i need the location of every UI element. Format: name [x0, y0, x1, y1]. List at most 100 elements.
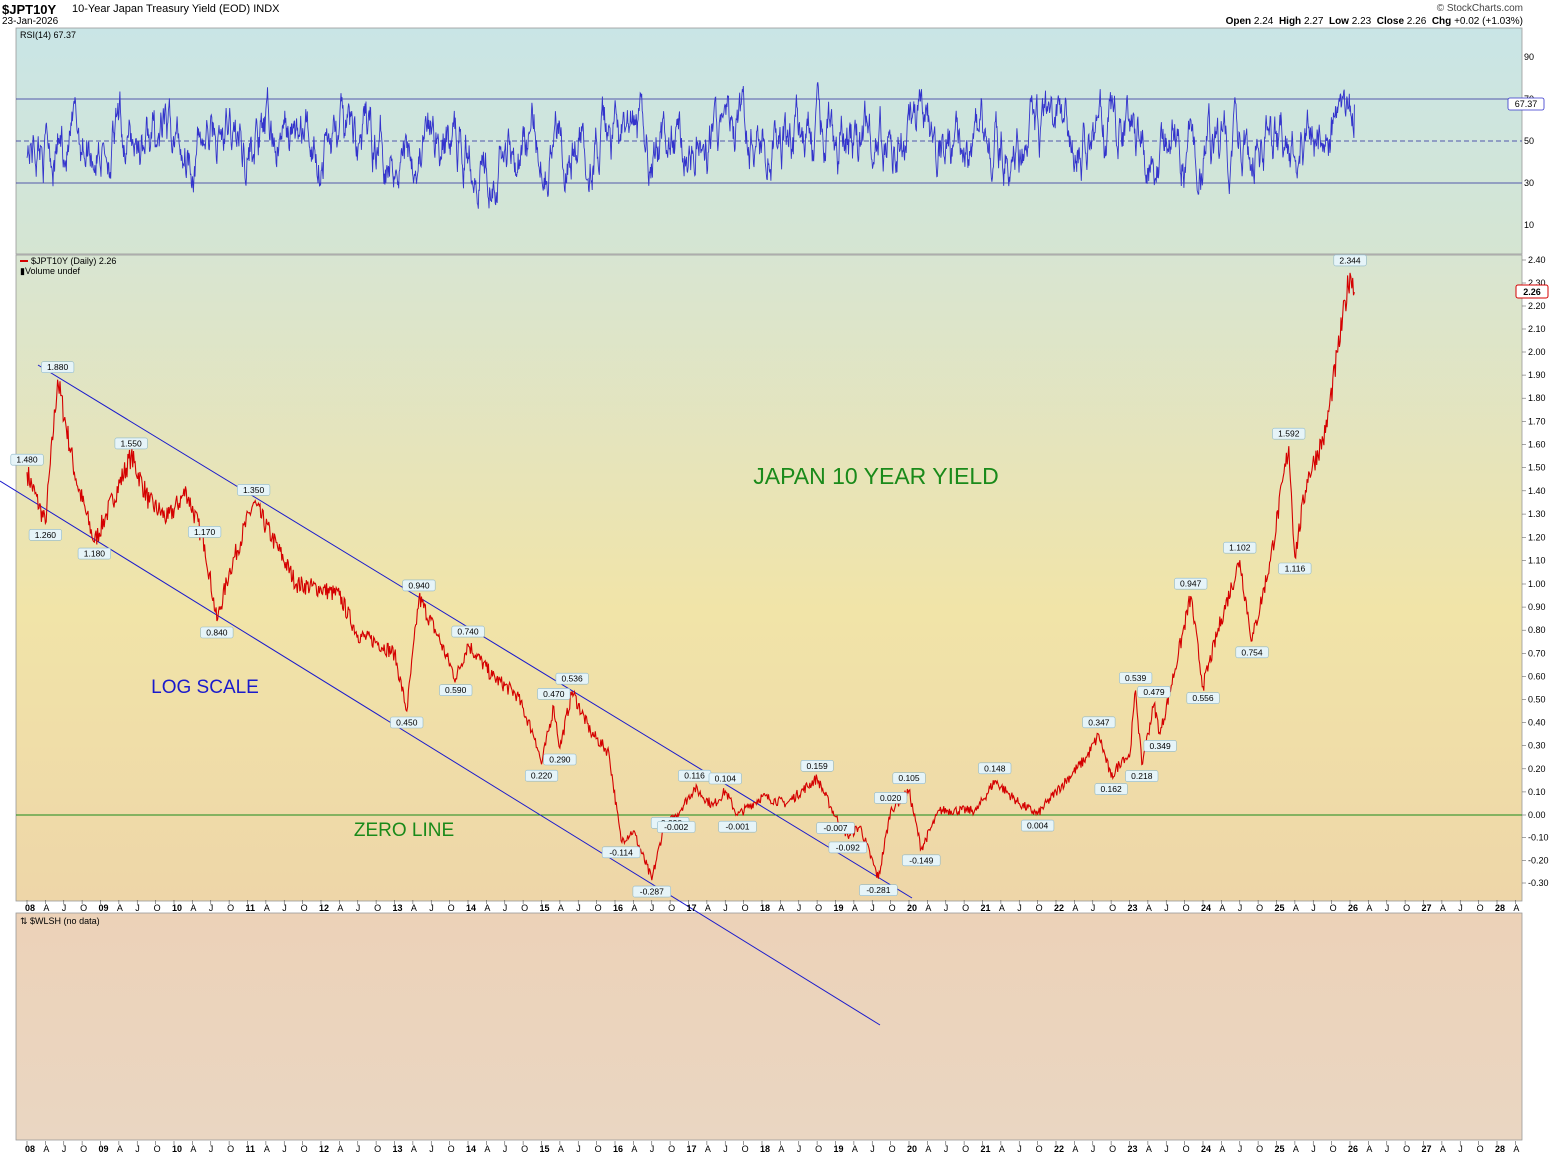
x-tick-label: 11: [246, 1144, 256, 1154]
price-label: 0.162: [1094, 783, 1128, 795]
price-label: 0.556: [1186, 692, 1220, 704]
x-tick-label: O: [1109, 903, 1116, 913]
price-label: 2.344: [1333, 254, 1367, 267]
price-label: 0.754: [1235, 646, 1269, 659]
x-tick-label: J: [209, 903, 214, 913]
x-tick-label: J: [1017, 903, 1022, 913]
x-axis-middle: 08 A J O 09 A J O 10 A J O 11 A J O 12 A J O 13 A J O 14 A J O 15 A J O…: [25, 900, 1519, 913]
x-tick-label: A: [925, 1144, 931, 1154]
x-tick-label: 27: [1422, 1144, 1432, 1154]
price-tick-label: 2.20: [1528, 301, 1546, 311]
x-tick-label: 13: [393, 1144, 403, 1154]
x-tick-label: A: [1366, 1144, 1372, 1154]
x-tick-label: J: [429, 903, 434, 913]
x-tick-label: A: [190, 903, 196, 913]
x-tick-label: A: [484, 903, 490, 913]
price-label-text: -0.149: [909, 855, 933, 865]
x-tick-label: O: [1183, 903, 1190, 913]
price-label: 1.170: [188, 526, 222, 538]
price-label-text: 1.880: [47, 362, 69, 372]
x-tick-label: J: [1385, 903, 1390, 913]
x-tick-label: A: [117, 1144, 123, 1154]
open-label: Open: [1225, 16, 1252, 27]
price-label-text: 0.105: [898, 773, 920, 783]
price-label-text: 0.148: [984, 763, 1006, 773]
x-tick-label: O: [80, 903, 87, 913]
x-tick-label: 19: [834, 903, 844, 913]
price-label-text: -0.001: [725, 822, 749, 832]
stockcharts-logo[interactable]: © StockCharts.com: [1436, 3, 1523, 14]
x-tick-label: J: [209, 1144, 214, 1154]
x-tick-label: O: [1256, 1144, 1263, 1154]
x-tick-label: 09: [99, 903, 109, 913]
low-value: 2.23: [1351, 16, 1372, 27]
x-tick-label: O: [80, 1144, 87, 1154]
x-tick-label: 21: [981, 903, 991, 913]
x-tick-label: A: [1072, 903, 1078, 913]
price-label: 0.470: [537, 688, 571, 700]
x-axis-bottom: 08 A J O 09 A J O 10 A J O 11 A J O 12 A J O 13 A J O 14 A J O 15 A J O…: [25, 1141, 1519, 1154]
price-label: 0.290: [543, 753, 577, 766]
price-label-text: 1.550: [120, 438, 142, 448]
x-tick-label: J: [135, 1144, 140, 1154]
x-tick-label: A: [558, 1144, 564, 1154]
price-panel: [15, 254, 1523, 902]
price-label-text: -0.281: [866, 885, 890, 895]
x-tick-label: 19: [834, 1144, 844, 1154]
x-tick-label: O: [1403, 1144, 1410, 1154]
x-tick-label: A: [778, 1144, 784, 1154]
x-tick-label: O: [227, 1144, 234, 1154]
price-label-text: 0.940: [408, 580, 430, 590]
x-tick-label: J: [1458, 903, 1463, 913]
x-tick-label: O: [815, 1144, 822, 1154]
x-tick-label: 10: [172, 1144, 182, 1154]
x-tick-label: O: [742, 1144, 749, 1154]
price-label-text: 1.260: [35, 530, 57, 540]
price-tick-label: 0.60: [1528, 671, 1546, 681]
x-tick-label: J: [429, 1144, 434, 1154]
x-tick-label: O: [889, 903, 896, 913]
price-label: 0.536: [555, 672, 589, 685]
chart-description: 10-Year Japan Treasury Yield (EOD) INDX: [72, 3, 279, 15]
x-tick-label: O: [448, 903, 455, 913]
x-tick-label: J: [1238, 903, 1243, 913]
price-label: 1.592: [1272, 427, 1306, 440]
log-scale-annotation: LOG SCALE: [151, 677, 259, 698]
price-current-tag: 2.26: [1515, 284, 1549, 299]
x-tick-label: 12: [319, 903, 329, 913]
x-tick-label: A: [264, 903, 270, 913]
x-tick-label: A: [558, 903, 564, 913]
price-label-text: 0.539: [1125, 673, 1147, 683]
volume-legend: ▮Volume undef: [20, 266, 80, 276]
rsi-legend-text: RSI(14) 67.37: [20, 30, 76, 40]
price-label: -0.287: [632, 885, 672, 898]
x-tick-label: A: [778, 903, 784, 913]
x-tick-label: A: [1440, 903, 1446, 913]
x-tick-label: 11: [246, 903, 256, 913]
price-label-text: 0.218: [1131, 771, 1153, 781]
price-label-text: 0.470: [543, 689, 565, 699]
x-tick-label: A: [1513, 1144, 1519, 1154]
price-label: -0.281: [859, 884, 898, 897]
x-tick-label: J: [356, 1144, 361, 1154]
x-tick-label: A: [484, 1144, 490, 1154]
x-tick-label: J: [1311, 903, 1316, 913]
open-value: 2.24: [1253, 16, 1274, 27]
x-tick-label: 17: [687, 1144, 697, 1154]
x-tick-label: J: [944, 1144, 949, 1154]
price-label: 0.840: [200, 626, 234, 639]
price-label-text: 1.116: [1285, 564, 1306, 574]
x-tick-label: 27: [1422, 903, 1432, 913]
x-tick-label: J: [282, 903, 287, 913]
x-tick-label: 17: [687, 903, 697, 913]
price-tick-label: -0.10: [1528, 833, 1549, 843]
price-label-text: 0.740: [457, 627, 479, 637]
x-tick-label: J: [1458, 1144, 1463, 1154]
x-tick-label: A: [1146, 1144, 1152, 1154]
x-tick-label: 18: [760, 903, 770, 913]
x-tick-label: A: [411, 903, 417, 913]
price-label-text: -0.287: [640, 887, 664, 897]
price-tick-label: 1.90: [1528, 370, 1546, 380]
x-tick-label: A: [337, 1144, 343, 1154]
